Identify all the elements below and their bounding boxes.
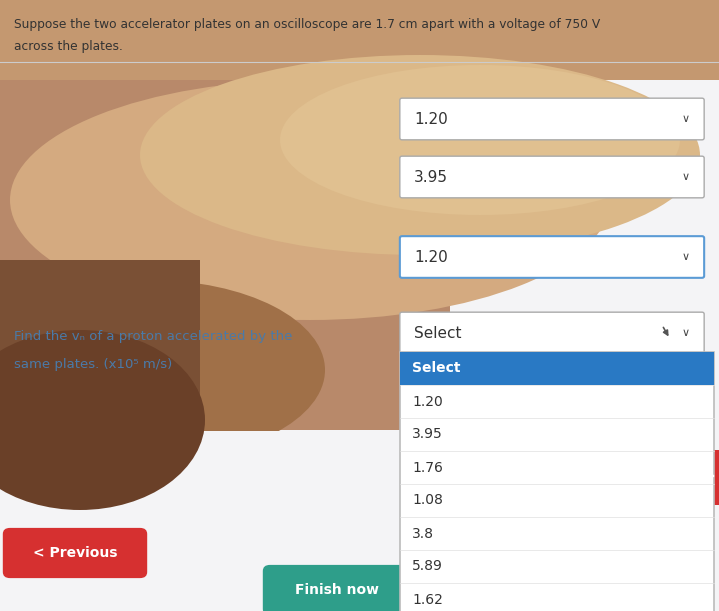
Text: 3.95: 3.95 — [414, 169, 448, 185]
Text: 1.20: 1.20 — [414, 249, 448, 265]
Text: 5.89: 5.89 — [412, 560, 443, 574]
Text: 1.20: 1.20 — [412, 395, 443, 409]
FancyBboxPatch shape — [400, 352, 714, 611]
Text: Find the vₙ of a proton accelerated by the: Find the vₙ of a proton accelerated by t… — [14, 330, 293, 343]
FancyBboxPatch shape — [0, 431, 500, 611]
FancyBboxPatch shape — [700, 450, 719, 505]
FancyBboxPatch shape — [400, 312, 704, 354]
Text: 3.95: 3.95 — [412, 428, 443, 442]
Ellipse shape — [140, 55, 700, 255]
FancyBboxPatch shape — [400, 156, 704, 198]
Ellipse shape — [10, 80, 610, 320]
Ellipse shape — [0, 330, 205, 510]
Text: 1.08: 1.08 — [412, 494, 443, 508]
Text: ∨: ∨ — [682, 172, 690, 182]
FancyBboxPatch shape — [263, 565, 412, 611]
Text: same plates. (x10⁵ m/s): same plates. (x10⁵ m/s) — [14, 358, 173, 371]
Text: ∨: ∨ — [682, 114, 690, 124]
FancyBboxPatch shape — [400, 236, 704, 278]
FancyBboxPatch shape — [0, 0, 719, 80]
FancyBboxPatch shape — [0, 260, 200, 430]
FancyBboxPatch shape — [0, 80, 450, 430]
FancyBboxPatch shape — [400, 98, 704, 140]
FancyBboxPatch shape — [400, 352, 714, 385]
Text: < Previous: < Previous — [33, 546, 117, 560]
Text: Finish now: Finish now — [295, 583, 379, 597]
Text: 1.20: 1.20 — [414, 111, 448, 126]
Text: ∨: ∨ — [682, 328, 690, 338]
Text: Select: Select — [414, 326, 462, 340]
Text: >: > — [702, 469, 715, 485]
Text: 3.8: 3.8 — [412, 527, 434, 541]
Text: Select: Select — [412, 362, 460, 376]
Text: ∨: ∨ — [682, 252, 690, 262]
Ellipse shape — [280, 65, 680, 215]
Text: 1.62: 1.62 — [412, 593, 443, 607]
Text: 1.76: 1.76 — [412, 461, 443, 475]
FancyBboxPatch shape — [3, 528, 147, 578]
Text: Suppose the two accelerator plates on an oscilloscope are 1.7 cm apart with a vo: Suppose the two accelerator plates on an… — [14, 18, 600, 31]
Text: across the plates.: across the plates. — [14, 40, 123, 53]
Ellipse shape — [0, 280, 325, 460]
